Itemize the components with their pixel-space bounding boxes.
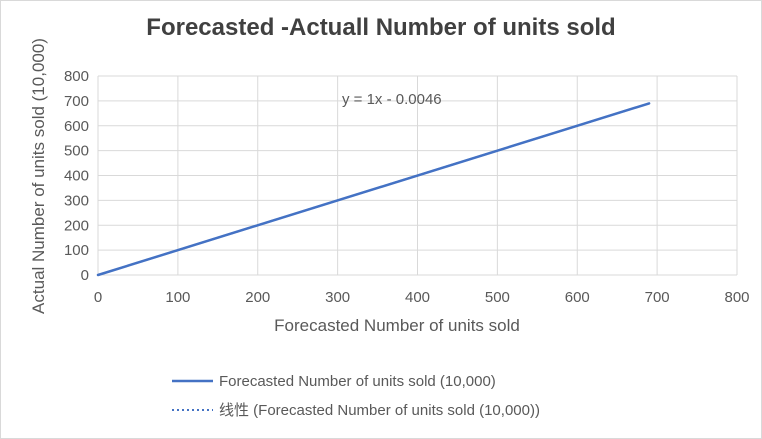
x-tick-label: 600: [565, 289, 590, 306]
gridlines: [97, 75, 738, 276]
x-tick-label: 800: [724, 289, 749, 306]
x-tick-label: 200: [245, 289, 270, 306]
x-tick-label: 300: [325, 289, 350, 306]
y-axis-title: Actual Number of units sold (10,000): [29, 38, 48, 314]
x-tick-label: 400: [405, 289, 430, 306]
x-tick-label: 500: [485, 289, 510, 306]
y-tick-label: 200: [64, 217, 89, 234]
y-tick-label: 0: [81, 267, 89, 284]
y-tick-label: 100: [64, 242, 89, 259]
x-tick-label: 700: [645, 289, 670, 306]
x-tick-label: 0: [94, 289, 102, 306]
y-tick-label: 400: [64, 168, 89, 185]
y-tick-label: 500: [64, 143, 89, 160]
legend-label: 线性 (Forecasted Number of units sold (10,…: [219, 402, 540, 419]
y-tick-label: 700: [64, 93, 89, 110]
legend-label: Forecasted Number of units sold (10,000): [219, 373, 496, 390]
y-tick-label: 300: [64, 192, 89, 209]
tick-labels: 0 100 200 300 400 500 600 700 800 0 100 200 300 400 50…: [64, 68, 750, 306]
y-tick-label: 800: [64, 68, 89, 85]
x-axis-title: Forecasted Number of units sold: [274, 316, 520, 335]
series-layer: [96, 102, 651, 277]
trendline-equation: y = 1x - 0.0046: [342, 91, 442, 108]
x-tick-label: 100: [165, 289, 190, 306]
legend: Forecasted Number of units sold (10,000)…: [172, 373, 540, 419]
chart-title: Forecasted -Actuall Number of units sold: [146, 14, 616, 41]
y-tick-label: 600: [64, 118, 89, 135]
trendline-linear: [97, 102, 651, 276]
